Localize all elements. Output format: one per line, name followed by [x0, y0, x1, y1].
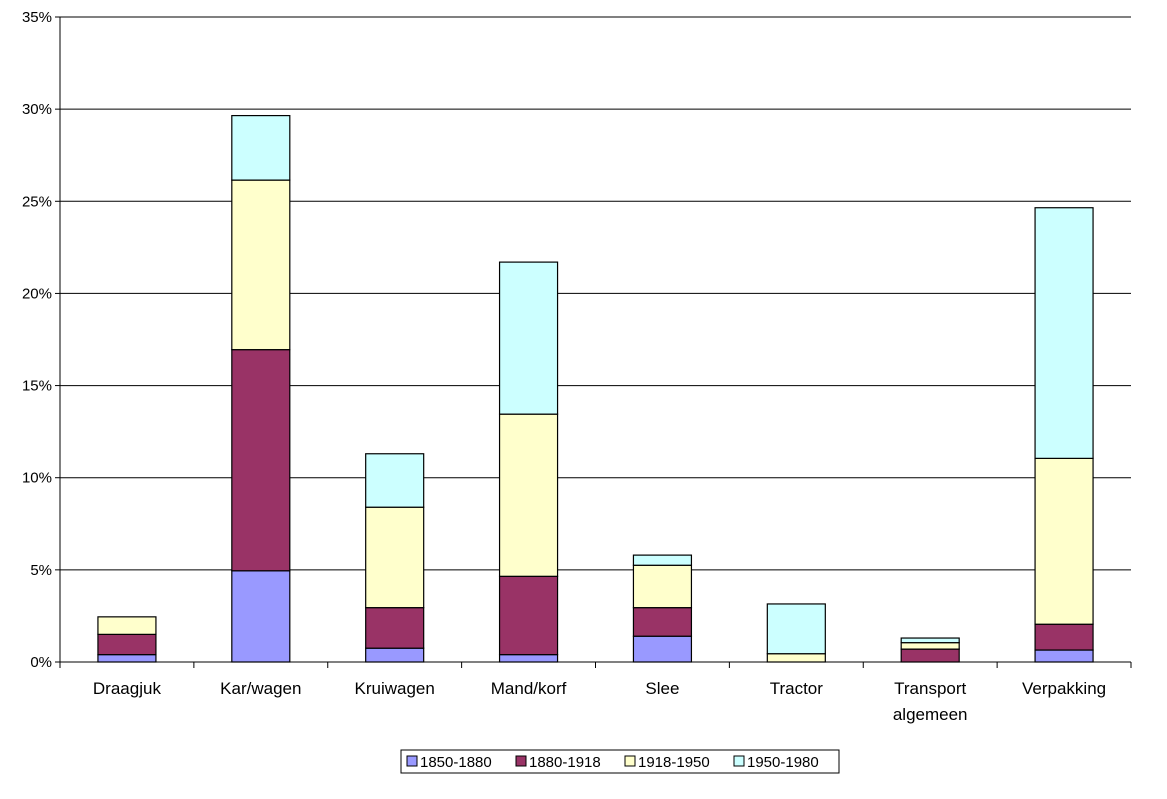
bar-segment-1950-1980	[365, 453, 425, 508]
y-tick-label: 30%	[22, 101, 52, 118]
y-tick-label: 10%	[22, 470, 52, 487]
legend-label: 1850-1880	[420, 754, 492, 771]
category-label: Tractor	[770, 679, 824, 698]
bar-segment-1880-1918	[365, 607, 425, 649]
legend-box	[400, 749, 840, 774]
bar-segment-1850-1880	[97, 654, 157, 663]
y-tick-label: 0%	[30, 654, 52, 671]
bar-segment-1880-1918	[231, 349, 291, 572]
category-label: Verpakking	[1022, 679, 1106, 698]
category-labels: Draagjuk Kar/wagen Kruiwagen Mand/korf Slee T…	[93, 679, 1106, 724]
category-label: Transport	[894, 679, 966, 698]
bar-segment-1880-1918	[632, 607, 693, 637]
bar-segment-1918-1950	[231, 179, 291, 351]
legend-swatch	[515, 755, 527, 767]
bar-segment-1850-1880	[632, 635, 693, 663]
bar-segment-1950-1980	[1034, 207, 1094, 459]
legend-swatch	[406, 755, 418, 767]
bar-segment-1880-1918	[498, 575, 559, 656]
bar-segment-1918-1950	[766, 653, 826, 663]
bar-segment-1918-1950	[1034, 457, 1094, 625]
y-tick-label: 5%	[30, 562, 52, 579]
legend: 1850-1880 1880-1918 1918-1950 1950-1980	[400, 749, 840, 774]
bar-segment-1950-1980	[231, 114, 291, 181]
bar-segment-1950-1980	[766, 603, 826, 655]
y-tick-label: 25%	[22, 193, 52, 210]
legend-label: 1880-1918	[529, 754, 601, 771]
gridlines	[60, 16, 1131, 571]
bar-segment-1918-1950	[900, 642, 960, 650]
category-label: Slee	[645, 679, 679, 698]
y-tick-label: 35%	[22, 9, 52, 26]
bar-segment-1850-1880	[1034, 649, 1094, 663]
bar-segment-1880-1918	[1034, 623, 1094, 651]
y-tick-label: 20%	[22, 285, 52, 302]
legend-swatch	[733, 755, 745, 767]
bar-segment-1918-1950	[498, 413, 559, 577]
y-tick-labels: 0% 5% 10% 15% 20% 25% 30% 35%	[22, 9, 52, 671]
category-label: Kar/wagen	[220, 679, 301, 698]
category-label: Kruiwagen	[355, 679, 435, 698]
category-label: Mand/korf	[491, 679, 567, 698]
category-label: Draagjuk	[93, 679, 162, 698]
bar-segment-1850-1880	[365, 647, 425, 663]
bar-segment-1918-1950	[632, 564, 693, 609]
bar-segment-1918-1950	[97, 616, 157, 635]
category-label: algemeen	[893, 705, 968, 724]
bar-segment-1850-1880	[231, 570, 291, 663]
axes	[55, 16, 1132, 668]
legend-label: 1950-1980	[747, 754, 819, 771]
bar-segment-1850-1880	[498, 654, 559, 663]
bar-segment-1880-1918	[97, 633, 157, 656]
bar-segment-1950-1980	[632, 554, 693, 566]
legend-label: 1918-1950	[638, 754, 710, 771]
bars	[97, 114, 1094, 663]
y-tick-label: 15%	[22, 378, 52, 395]
legend-swatch	[624, 755, 636, 767]
bar-segment-1918-1950	[365, 506, 425, 609]
bar-segment-1880-1918	[900, 648, 960, 663]
bar-segment-1950-1980	[900, 637, 960, 644]
bar-segment-1950-1980	[498, 261, 559, 415]
